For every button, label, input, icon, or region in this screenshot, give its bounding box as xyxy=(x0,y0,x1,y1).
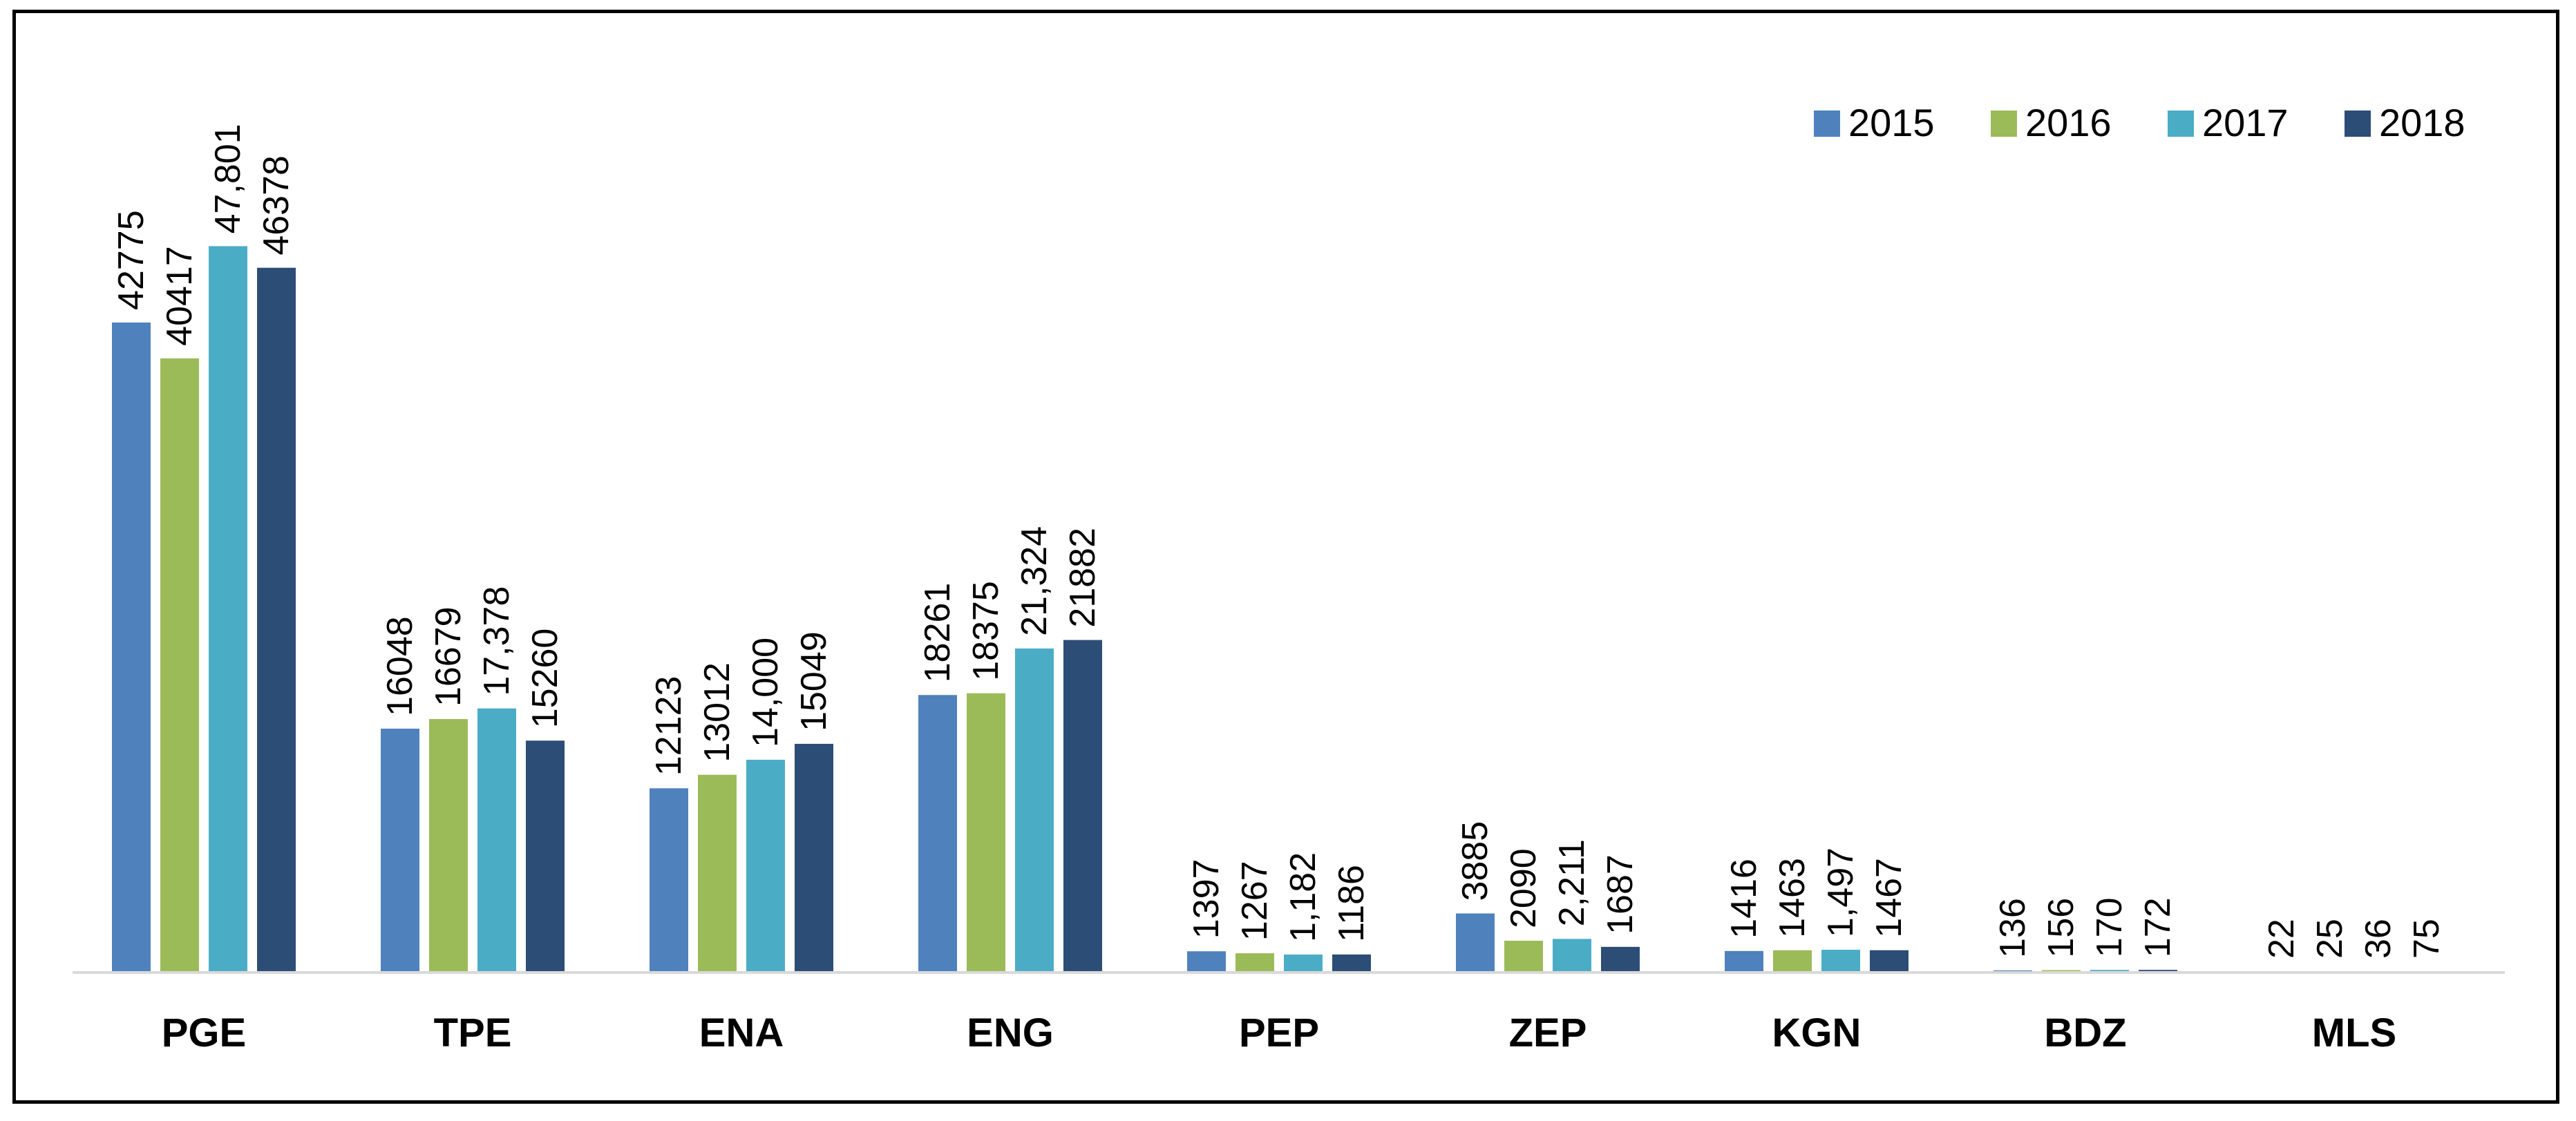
bar-tpe-2015 xyxy=(381,728,419,973)
value-label-pge-2018: 46378 xyxy=(256,155,296,256)
category-label-pge: PGE xyxy=(162,1010,247,1055)
bar-ena-2018 xyxy=(795,743,833,973)
bar-pge-2018 xyxy=(257,267,296,973)
value-label-pep-2018: 1186 xyxy=(1332,865,1372,942)
bar-kgn-2015 xyxy=(1725,950,1763,973)
bars-group xyxy=(112,246,2446,973)
legend-swatch-2018 xyxy=(2345,111,2371,137)
bar-kgn-2017 xyxy=(1821,950,1860,973)
legend-swatch-2017 xyxy=(2168,111,2194,137)
value-label-tpe-2016: 16679 xyxy=(428,606,468,707)
value-label-pep-2017: 1,182 xyxy=(1283,852,1323,942)
value-label-zep-2016: 2090 xyxy=(1504,848,1544,928)
category-label-zep: ZEP xyxy=(1509,1010,1587,1055)
bar-pep-2017 xyxy=(1284,954,1323,973)
category-label-ena: ENA xyxy=(699,1010,784,1055)
category-label-pep: PEP xyxy=(1239,1010,1319,1055)
value-label-pge-2017: 47,801 xyxy=(208,124,248,233)
value-label-mls-2015: 22 xyxy=(2262,919,2302,959)
value-label-eng-2016: 18375 xyxy=(966,581,1006,681)
value-label-pge-2016: 40417 xyxy=(160,246,200,346)
value-label-tpe-2017: 17,378 xyxy=(477,586,517,696)
bar-eng-2018 xyxy=(1063,640,1102,973)
bar-pep-2015 xyxy=(1187,951,1226,973)
value-label-eng-2017: 21,324 xyxy=(1014,526,1054,636)
legend-label-2015: 2015 xyxy=(1848,101,1935,144)
bar-zep-2018 xyxy=(1601,946,1640,973)
value-label-eng-2018: 21882 xyxy=(1063,528,1103,628)
bar-pep-2016 xyxy=(1235,953,1274,973)
bar-zep-2015 xyxy=(1456,913,1495,973)
value-label-pep-2016: 1267 xyxy=(1235,861,1275,941)
chart-frame: 42775 40417 47,801 46378 16048 16679 17,378 152… xyxy=(12,10,2559,1104)
bar-zep-2017 xyxy=(1553,939,1591,973)
bar-eng-2017 xyxy=(1015,648,1054,973)
bar-kgn-2016 xyxy=(1773,950,1812,973)
value-label-bdz-2016: 156 xyxy=(2041,898,2081,958)
value-label-bdz-2015: 136 xyxy=(1993,898,2033,958)
value-label-ena-2015: 12123 xyxy=(649,676,689,776)
bar-ena-2017 xyxy=(746,760,785,973)
bar-tpe-2017 xyxy=(477,708,516,973)
value-label-bdz-2018: 172 xyxy=(2138,897,2178,957)
value-label-eng-2015: 18261 xyxy=(918,583,958,683)
value-label-ena-2016: 13012 xyxy=(697,662,737,763)
value-label-tpe-2015: 16048 xyxy=(380,616,420,716)
category-label-tpe: TPE xyxy=(434,1010,512,1055)
bar-pge-2016 xyxy=(160,358,199,973)
bar-pge-2017 xyxy=(209,246,247,973)
category-labels-group: PGE TPE ENA ENG PEP ZEP KGN BDZ MLS xyxy=(162,1010,2396,1055)
value-label-bdz-2017: 170 xyxy=(2090,897,2130,957)
category-label-kgn: KGN xyxy=(1772,1010,1862,1055)
bar-tpe-2018 xyxy=(526,740,565,973)
bar-zep-2016 xyxy=(1504,941,1543,973)
legend-swatch-2016 xyxy=(1991,111,2017,137)
value-label-zep-2017: 2,211 xyxy=(1552,839,1592,926)
value-label-kgn-2016: 1463 xyxy=(1772,858,1812,938)
value-label-mls-2017: 36 xyxy=(2358,919,2398,959)
value-label-mls-2018: 75 xyxy=(2407,919,2447,959)
bar-eng-2015 xyxy=(918,695,957,973)
value-label-kgn-2015: 1416 xyxy=(1724,859,1764,939)
value-label-ena-2017: 14,000 xyxy=(746,638,786,747)
category-label-bdz: BDZ xyxy=(2044,1010,2126,1055)
category-label-mls: MLS xyxy=(2312,1010,2396,1055)
bar-kgn-2018 xyxy=(1870,950,1909,973)
value-label-mls-2016: 25 xyxy=(2310,919,2350,959)
category-label-eng: ENG xyxy=(967,1010,1054,1055)
bar-pep-2018 xyxy=(1332,954,1371,973)
value-label-kgn-2018: 1467 xyxy=(1869,858,1909,938)
bar-tpe-2016 xyxy=(429,719,468,973)
value-label-zep-2018: 1687 xyxy=(1600,854,1640,935)
bar-pge-2015 xyxy=(112,322,151,973)
legend-label-2017: 2017 xyxy=(2202,101,2289,144)
value-label-zep-2015: 3885 xyxy=(1455,821,1495,901)
value-label-pge-2015: 42775 xyxy=(111,210,151,310)
value-label-tpe-2018: 15260 xyxy=(525,629,565,729)
legend-label-2018: 2018 xyxy=(2379,101,2465,144)
legend-swatch-2015 xyxy=(1814,111,1840,137)
bar-eng-2016 xyxy=(967,693,1005,973)
value-label-kgn-2017: 1,497 xyxy=(1821,847,1861,937)
value-label-pep-2015: 1397 xyxy=(1186,859,1227,939)
bar-ena-2015 xyxy=(650,788,688,973)
legend-label-2016: 2016 xyxy=(2025,101,2112,144)
legend: 2015 2016 2017 2018 xyxy=(1814,101,2465,144)
bar-ena-2016 xyxy=(698,774,737,973)
value-label-ena-2018: 15049 xyxy=(794,631,834,731)
